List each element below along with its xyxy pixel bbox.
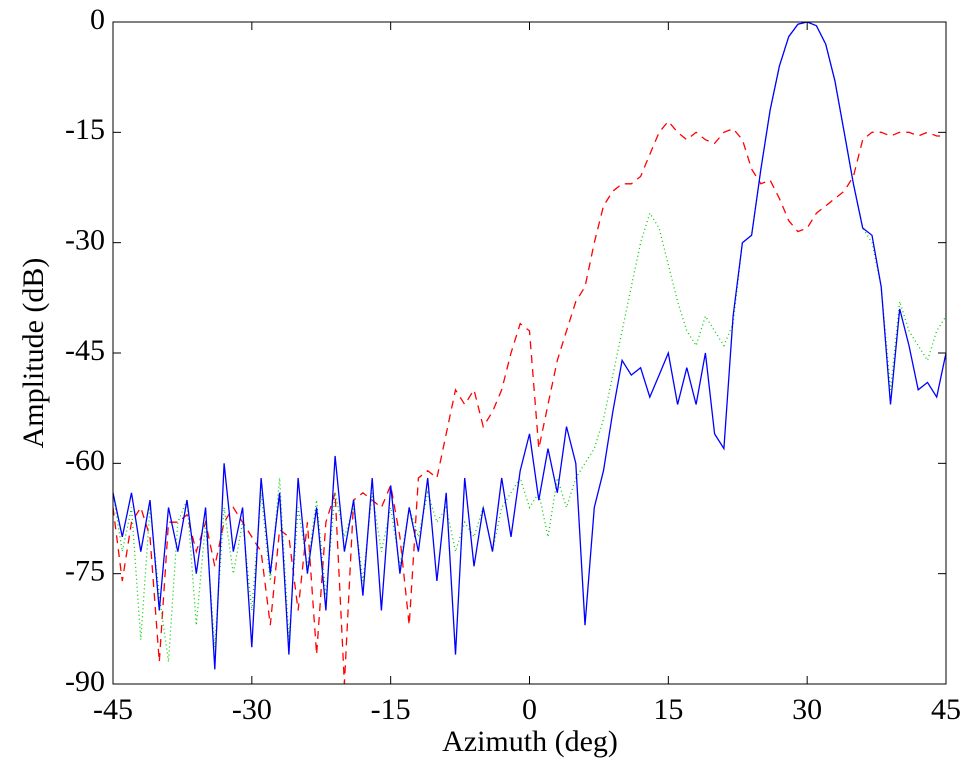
y-tick-label: 0 (90, 3, 105, 36)
y-tick-label: -30 (65, 224, 105, 257)
y-axis-label: Amplitude (dB) (17, 258, 50, 449)
series-line (113, 120, 946, 684)
x-tick-label: 30 (792, 693, 822, 726)
y-tick-label: -90 (65, 665, 105, 698)
x-axis-label: Azimuth (deg) (442, 725, 618, 758)
x-tick-label: 15 (653, 693, 683, 726)
series-line (113, 22, 946, 670)
x-tick-label: -15 (371, 693, 411, 726)
series-line (113, 22, 946, 662)
x-tick-label: 0 (522, 693, 537, 726)
y-tick-label: -45 (65, 334, 105, 367)
x-tick-label: 45 (931, 693, 961, 726)
y-tick-label: -15 (65, 113, 105, 146)
y-tick-label: -60 (65, 444, 105, 477)
x-tick-label: -30 (232, 693, 272, 726)
plot-frame (112, 21, 947, 685)
y-tick-label: -75 (65, 555, 105, 588)
x-tick-label: -45 (93, 693, 133, 726)
